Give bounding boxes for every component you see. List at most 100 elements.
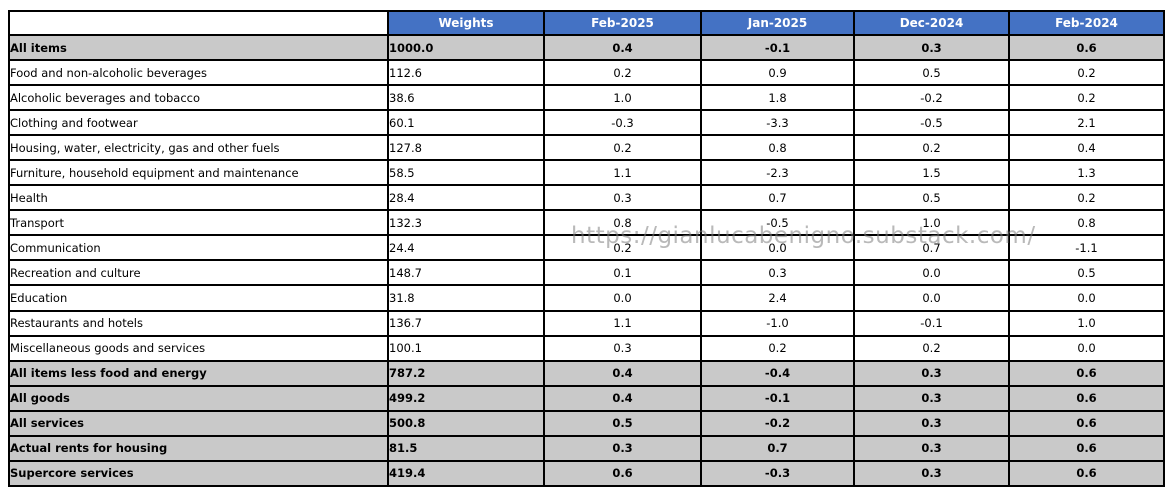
- month-value: 0.7: [853, 234, 1010, 262]
- month-value: 0.3: [853, 434, 1010, 462]
- weight-value: 127.8: [387, 134, 545, 162]
- month-value: 0.3: [543, 334, 702, 362]
- month-value: 1.0: [853, 209, 1010, 237]
- month-value: 0.3: [543, 434, 702, 462]
- month-value: 0.9: [700, 59, 855, 87]
- month-value: 0.2: [1008, 59, 1165, 87]
- table-row: All goods 499.2 0.4 -0.1 0.3 0.6: [8, 384, 1165, 412]
- month-value: 0.6: [1008, 33, 1165, 62]
- month-value: 1.8: [700, 84, 855, 112]
- weight-value: 1000.0: [387, 33, 545, 62]
- weight-value: 419.4: [387, 459, 545, 488]
- table-row: Actual rents for housing 81.5 0.3 0.7 0.3 0.6: [8, 434, 1165, 462]
- month-value: 0.5: [1008, 259, 1165, 287]
- month-value: -0.2: [700, 409, 855, 437]
- table-row: Supercore services 419.4 0.6 -0.3 0.3 0.6: [8, 459, 1165, 488]
- month-value: 2.4: [700, 284, 855, 312]
- month-value: 2.1: [1008, 109, 1165, 137]
- month-value: 0.8: [543, 209, 702, 237]
- weight-value: 132.3: [387, 209, 545, 237]
- month-value: -0.2: [853, 84, 1010, 112]
- cpi-monthly-table: Weights Feb-2025 Jan-2025 Dec-2024 Feb-2…: [8, 10, 1165, 488]
- weight-value: 31.8: [387, 284, 545, 312]
- month-value: 0.3: [543, 184, 702, 212]
- col-header-feb-2024: Feb-2024: [1008, 10, 1165, 36]
- table-row: All items 1000.0 0.4 -0.1 0.3 0.6: [8, 33, 1165, 62]
- month-value: 0.6: [1008, 359, 1165, 387]
- weight-value: 28.4: [387, 184, 545, 212]
- col-header-jan-2025: Jan-2025: [700, 10, 855, 36]
- month-value: 0.1: [543, 259, 702, 287]
- table-row: Housing, water, electricity, gas and oth…: [8, 134, 1165, 162]
- month-value: 0.4: [1008, 134, 1165, 162]
- header-row: Weights Feb-2025 Jan-2025 Dec-2024 Feb-2…: [8, 10, 1165, 36]
- month-value: 0.0: [853, 284, 1010, 312]
- month-value: 0.3: [853, 384, 1010, 412]
- row-label: Education: [8, 284, 389, 312]
- row-label: Restaurants and hotels: [8, 309, 389, 337]
- month-value: 1.0: [1008, 309, 1165, 337]
- month-value: 0.2: [853, 134, 1010, 162]
- row-label: Housing, water, electricity, gas and oth…: [8, 134, 389, 162]
- month-value: -1.1: [1008, 234, 1165, 262]
- month-value: -0.3: [700, 459, 855, 488]
- table-row: All items less food and energy 787.2 0.4 -0…: [8, 359, 1165, 387]
- month-value: 1.0: [543, 84, 702, 112]
- month-value: 0.2: [1008, 84, 1165, 112]
- table-row: Recreation and culture 148.7 0.1 0.3 0.0 0.5: [8, 259, 1165, 287]
- month-value: 0.6: [543, 459, 702, 488]
- month-value: 0.2: [543, 59, 702, 87]
- month-value: 0.3: [853, 409, 1010, 437]
- row-label: Actual rents for housing: [8, 434, 389, 462]
- month-value: 0.0: [700, 234, 855, 262]
- row-label: Alcoholic beverages and tobacco: [8, 84, 389, 112]
- weight-value: 81.5: [387, 434, 545, 462]
- col-header-dec-2024: Dec-2024: [853, 10, 1010, 36]
- month-value: 0.4: [543, 33, 702, 62]
- month-value: 0.8: [700, 134, 855, 162]
- weight-value: 112.6: [387, 59, 545, 87]
- weight-value: 148.7: [387, 259, 545, 287]
- table-row: Education 31.8 0.0 2.4 0.0 0.0: [8, 284, 1165, 312]
- weight-value: 100.1: [387, 334, 545, 362]
- table-row: All services 500.8 0.5 -0.2 0.3 0.6: [8, 409, 1165, 437]
- row-label: Furniture, household equipment and maint…: [8, 159, 389, 187]
- month-value: 0.3: [853, 33, 1010, 62]
- month-value: 0.6: [1008, 384, 1165, 412]
- weight-value: 500.8: [387, 409, 545, 437]
- col-header-feb-2025: Feb-2025: [543, 10, 702, 36]
- month-value: 0.0: [853, 259, 1010, 287]
- table-row: Furniture, household equipment and maint…: [8, 159, 1165, 187]
- month-value: 0.3: [853, 359, 1010, 387]
- table-row: Food and non-alcoholic beverages 112.6 0.2…: [8, 59, 1165, 87]
- month-value: 1.1: [543, 309, 702, 337]
- table-row: Health 28.4 0.3 0.7 0.5 0.2: [8, 184, 1165, 212]
- weight-value: 58.5: [387, 159, 545, 187]
- month-value: -0.4: [700, 359, 855, 387]
- month-value: 0.5: [853, 184, 1010, 212]
- table-row: Alcoholic beverages and tobacco 38.6 1.0 1.…: [8, 84, 1165, 112]
- month-value: 0.6: [1008, 434, 1165, 462]
- weight-value: 136.7: [387, 309, 545, 337]
- month-value: 1.3: [1008, 159, 1165, 187]
- row-label: All items: [8, 33, 389, 62]
- month-value: 1.5: [853, 159, 1010, 187]
- month-value: 0.2: [1008, 184, 1165, 212]
- weight-value: 787.2: [387, 359, 545, 387]
- table-row: Transport 132.3 0.8 -0.5 1.0 0.8: [8, 209, 1165, 237]
- corner-cell: [8, 10, 389, 36]
- month-value: -2.3: [700, 159, 855, 187]
- table-row: Clothing and footwear 60.1 -0.3 -3.3 -0.5 2.1: [8, 109, 1165, 137]
- month-value: 0.2: [700, 334, 855, 362]
- row-label: Supercore services: [8, 459, 389, 488]
- row-label: All items less food and energy: [8, 359, 389, 387]
- weight-value: 24.4: [387, 234, 545, 262]
- weight-value: 60.1: [387, 109, 545, 137]
- month-value: -0.3: [543, 109, 702, 137]
- row-label: Transport: [8, 209, 389, 237]
- month-value: 0.5: [543, 409, 702, 437]
- month-value: 0.0: [1008, 284, 1165, 312]
- month-value: 0.0: [1008, 334, 1165, 362]
- month-value: 0.7: [700, 434, 855, 462]
